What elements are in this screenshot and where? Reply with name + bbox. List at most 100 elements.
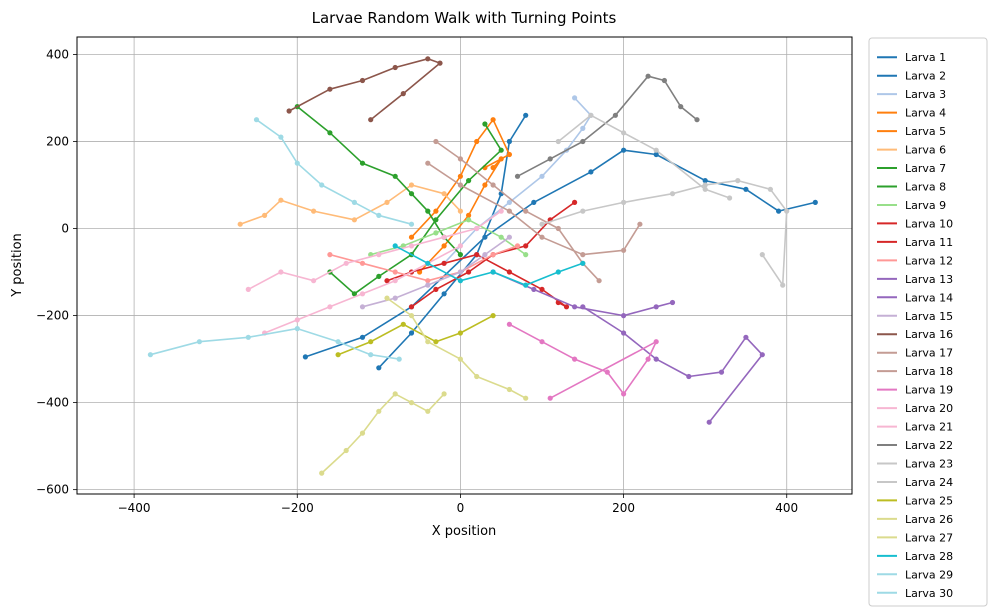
turning-point (539, 221, 545, 227)
turning-point (490, 252, 496, 258)
legend-label: Larva 28 (905, 550, 953, 563)
legend-label: Larva 22 (905, 439, 953, 452)
turning-point (457, 356, 463, 362)
series-line (541, 179, 788, 286)
series-larva-16 (286, 56, 443, 123)
turning-point (596, 278, 602, 284)
turning-point (400, 321, 406, 327)
turning-point (359, 291, 366, 297)
legend-label: Larva 20 (905, 402, 953, 415)
turning-point (368, 339, 374, 345)
turning-point (669, 191, 676, 197)
legend-label: Larva 2 (905, 70, 946, 83)
turning-point (392, 391, 398, 397)
turning-point (580, 260, 586, 266)
turning-point (278, 134, 284, 140)
turning-point (653, 151, 659, 158)
turning-point (433, 208, 439, 214)
legend-label: Larva 8 (905, 181, 946, 194)
turning-point (441, 391, 447, 397)
legend-label: Larva 12 (905, 254, 953, 267)
y-tick-label: 0 (61, 222, 69, 236)
turning-point (653, 356, 659, 362)
turning-point (433, 138, 439, 145)
series-line (517, 75, 698, 178)
turning-point (735, 178, 741, 184)
turning-point (572, 199, 578, 205)
turning-point (351, 199, 357, 205)
turning-point (555, 138, 561, 145)
turning-point (661, 77, 668, 84)
turning-point (441, 243, 447, 249)
series-larva-29 (253, 117, 415, 227)
turning-point (482, 252, 488, 258)
turning-point (531, 199, 537, 205)
turning-point (359, 334, 366, 340)
legend-label: Larva 26 (905, 513, 953, 526)
turning-point (482, 121, 488, 127)
turning-point (294, 160, 300, 166)
legend-label: Larva 13 (905, 273, 953, 286)
turning-point (718, 369, 725, 375)
legend-label: Larva 11 (905, 236, 953, 249)
turning-point (547, 395, 553, 401)
turning-point (433, 339, 439, 345)
series-line (337, 314, 494, 356)
turning-point (425, 208, 431, 214)
x-tick-label: 400 (775, 501, 798, 515)
turning-point (653, 147, 659, 153)
turning-point (474, 252, 480, 258)
series-layer (147, 56, 818, 476)
turning-point (351, 217, 357, 223)
turning-point (343, 447, 349, 454)
turning-point (302, 354, 308, 360)
turning-point (408, 182, 415, 188)
turning-point (327, 130, 333, 136)
legend-label: Larva 9 (905, 199, 946, 212)
legend-label: Larva 15 (905, 310, 953, 323)
legend-box (868, 37, 988, 607)
turning-point (706, 419, 712, 425)
turning-point (506, 234, 512, 240)
legend-label: Larva 27 (905, 531, 953, 544)
turning-point (359, 430, 366, 436)
turning-point (359, 304, 366, 310)
turning-point (408, 234, 415, 240)
turning-point (514, 243, 521, 249)
series-larva-5 (417, 156, 504, 275)
series-line (386, 253, 568, 308)
x-axis-label: X position (432, 524, 497, 539)
turning-point (506, 269, 512, 275)
turning-point (359, 160, 366, 166)
turning-point (776, 208, 782, 214)
turning-point (523, 208, 529, 214)
turning-point (490, 165, 496, 171)
turning-point (490, 269, 496, 275)
series-line (582, 306, 764, 423)
turning-point (425, 56, 431, 62)
turning-point (523, 395, 529, 401)
legend: Larva 1 Larva 2 Larva 3 Larva 4 Larva 5 Larva… (868, 37, 988, 607)
turning-point (539, 173, 545, 179)
turning-point (506, 138, 512, 145)
y-tick-label: 200 (46, 134, 69, 148)
ticks: −400 −200 0 200 400 −600 −400 −200 0 200 400 (36, 47, 798, 515)
series-larva-4 (408, 117, 512, 240)
y-tick-label: −400 (36, 396, 69, 410)
legend-label: Larva 14 (905, 291, 953, 304)
turning-point (572, 95, 578, 101)
legend-label: Larva 30 (905, 587, 953, 600)
legend-label: Larva 16 (905, 328, 953, 341)
turning-point (311, 278, 317, 284)
legend-label: Larva 23 (905, 458, 953, 471)
turning-point (645, 73, 651, 79)
series-larva-25 (335, 313, 496, 358)
y-tick-label: 400 (46, 47, 69, 61)
turning-point (812, 199, 818, 205)
turning-point (743, 334, 749, 340)
turning-point (457, 278, 463, 284)
turning-point (278, 269, 284, 275)
turning-point (539, 286, 545, 292)
legend-label: Larva 10 (905, 217, 953, 230)
turning-point (580, 125, 586, 131)
